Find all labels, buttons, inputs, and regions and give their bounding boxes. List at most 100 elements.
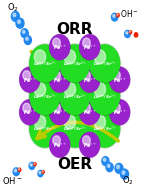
- Circle shape: [112, 13, 118, 21]
- Circle shape: [79, 99, 100, 125]
- Circle shape: [50, 100, 70, 125]
- Circle shape: [20, 100, 40, 125]
- Text: Fe$^{n+}$: Fe$^{n+}$: [53, 108, 67, 117]
- Circle shape: [94, 82, 106, 97]
- Circle shape: [59, 44, 90, 83]
- Circle shape: [59, 76, 90, 115]
- Text: La$^{3+}$/Sr$^{2+}$: La$^{3+}$/Sr$^{2+}$: [33, 92, 57, 101]
- Circle shape: [122, 171, 125, 174]
- Circle shape: [13, 168, 19, 176]
- Circle shape: [59, 109, 90, 148]
- Circle shape: [30, 110, 60, 147]
- Text: La$^{3+}$/Sr$^{2+}$: La$^{3+}$/Sr$^{2+}$: [63, 60, 87, 69]
- Circle shape: [42, 171, 43, 172]
- Circle shape: [94, 50, 106, 64]
- Circle shape: [90, 45, 120, 82]
- Text: OH$^-$: OH$^-$: [120, 8, 139, 19]
- Circle shape: [107, 164, 110, 167]
- Circle shape: [80, 132, 100, 157]
- Text: Fe$^{n+}$: Fe$^{n+}$: [83, 43, 97, 52]
- Circle shape: [14, 169, 16, 172]
- Text: Fe$^{n+}$: Fe$^{n+}$: [113, 76, 127, 85]
- Circle shape: [109, 67, 130, 93]
- Circle shape: [83, 71, 90, 80]
- Circle shape: [19, 99, 40, 125]
- Circle shape: [80, 67, 100, 92]
- Circle shape: [83, 38, 90, 47]
- Circle shape: [29, 44, 60, 83]
- Text: La$^{3+}$/Sr$^{2+}$: La$^{3+}$/Sr$^{2+}$: [93, 125, 117, 134]
- Circle shape: [79, 67, 100, 93]
- Circle shape: [64, 115, 76, 129]
- Circle shape: [83, 136, 90, 145]
- Circle shape: [79, 132, 100, 158]
- Circle shape: [125, 30, 130, 37]
- Circle shape: [23, 71, 30, 80]
- Circle shape: [80, 35, 100, 60]
- Circle shape: [110, 67, 130, 92]
- Circle shape: [94, 115, 106, 129]
- Circle shape: [90, 77, 120, 115]
- Circle shape: [60, 110, 90, 147]
- Circle shape: [126, 32, 128, 34]
- Circle shape: [64, 50, 76, 64]
- Circle shape: [49, 99, 70, 125]
- Text: La$^{3+}$/Sr$^{2+}$: La$^{3+}$/Sr$^{2+}$: [63, 92, 87, 101]
- Text: Fe$^{n+}$: Fe$^{n+}$: [83, 108, 97, 117]
- Circle shape: [83, 103, 90, 113]
- Circle shape: [34, 115, 46, 129]
- Circle shape: [53, 38, 60, 47]
- Circle shape: [120, 169, 128, 179]
- Text: O$_2$: O$_2$: [122, 175, 133, 187]
- Circle shape: [13, 13, 16, 17]
- Text: Fe$^{n+}$: Fe$^{n+}$: [53, 141, 67, 150]
- Text: La$^{3+}$/Sr$^{2+}$: La$^{3+}$/Sr$^{2+}$: [93, 92, 117, 101]
- Circle shape: [115, 163, 123, 173]
- Circle shape: [18, 20, 20, 23]
- Circle shape: [24, 36, 31, 44]
- Circle shape: [26, 37, 28, 40]
- Text: ORR: ORR: [57, 22, 93, 37]
- Circle shape: [11, 11, 19, 21]
- Circle shape: [50, 35, 70, 60]
- Circle shape: [113, 15, 115, 17]
- Circle shape: [60, 77, 90, 115]
- Circle shape: [29, 76, 60, 115]
- Circle shape: [49, 67, 70, 93]
- Circle shape: [64, 82, 76, 97]
- Circle shape: [34, 163, 35, 164]
- Text: Fe$^{n+}$: Fe$^{n+}$: [53, 43, 67, 52]
- Circle shape: [38, 170, 43, 177]
- Circle shape: [39, 171, 41, 174]
- Circle shape: [113, 103, 120, 113]
- Circle shape: [110, 100, 130, 125]
- Circle shape: [30, 45, 60, 82]
- Circle shape: [16, 18, 24, 28]
- Text: La$^{3+}$/Sr$^{2+}$: La$^{3+}$/Sr$^{2+}$: [63, 125, 87, 134]
- Circle shape: [34, 50, 46, 64]
- Circle shape: [53, 71, 60, 80]
- Text: OER: OER: [57, 157, 92, 172]
- Circle shape: [50, 132, 70, 157]
- Circle shape: [19, 169, 20, 170]
- Text: Fe$^{n+}$: Fe$^{n+}$: [83, 141, 97, 150]
- Circle shape: [60, 45, 90, 82]
- Text: Fe$^{n+}$: Fe$^{n+}$: [83, 76, 97, 85]
- Circle shape: [29, 109, 60, 148]
- Circle shape: [22, 30, 25, 33]
- Circle shape: [53, 136, 60, 145]
- Circle shape: [89, 44, 120, 83]
- Circle shape: [134, 33, 138, 37]
- Circle shape: [34, 82, 46, 97]
- Circle shape: [89, 76, 120, 115]
- Circle shape: [79, 34, 100, 60]
- Text: Fe$^{n+}$: Fe$^{n+}$: [23, 76, 37, 85]
- Circle shape: [113, 71, 120, 80]
- Text: O$_2$: O$_2$: [7, 1, 19, 14]
- Text: OH$^-$: OH$^-$: [2, 175, 22, 186]
- Circle shape: [21, 29, 28, 38]
- Circle shape: [29, 162, 35, 170]
- Text: La$^{3+}$/Sr$^{2+}$: La$^{3+}$/Sr$^{2+}$: [33, 60, 57, 69]
- Circle shape: [49, 132, 70, 158]
- Circle shape: [89, 109, 120, 148]
